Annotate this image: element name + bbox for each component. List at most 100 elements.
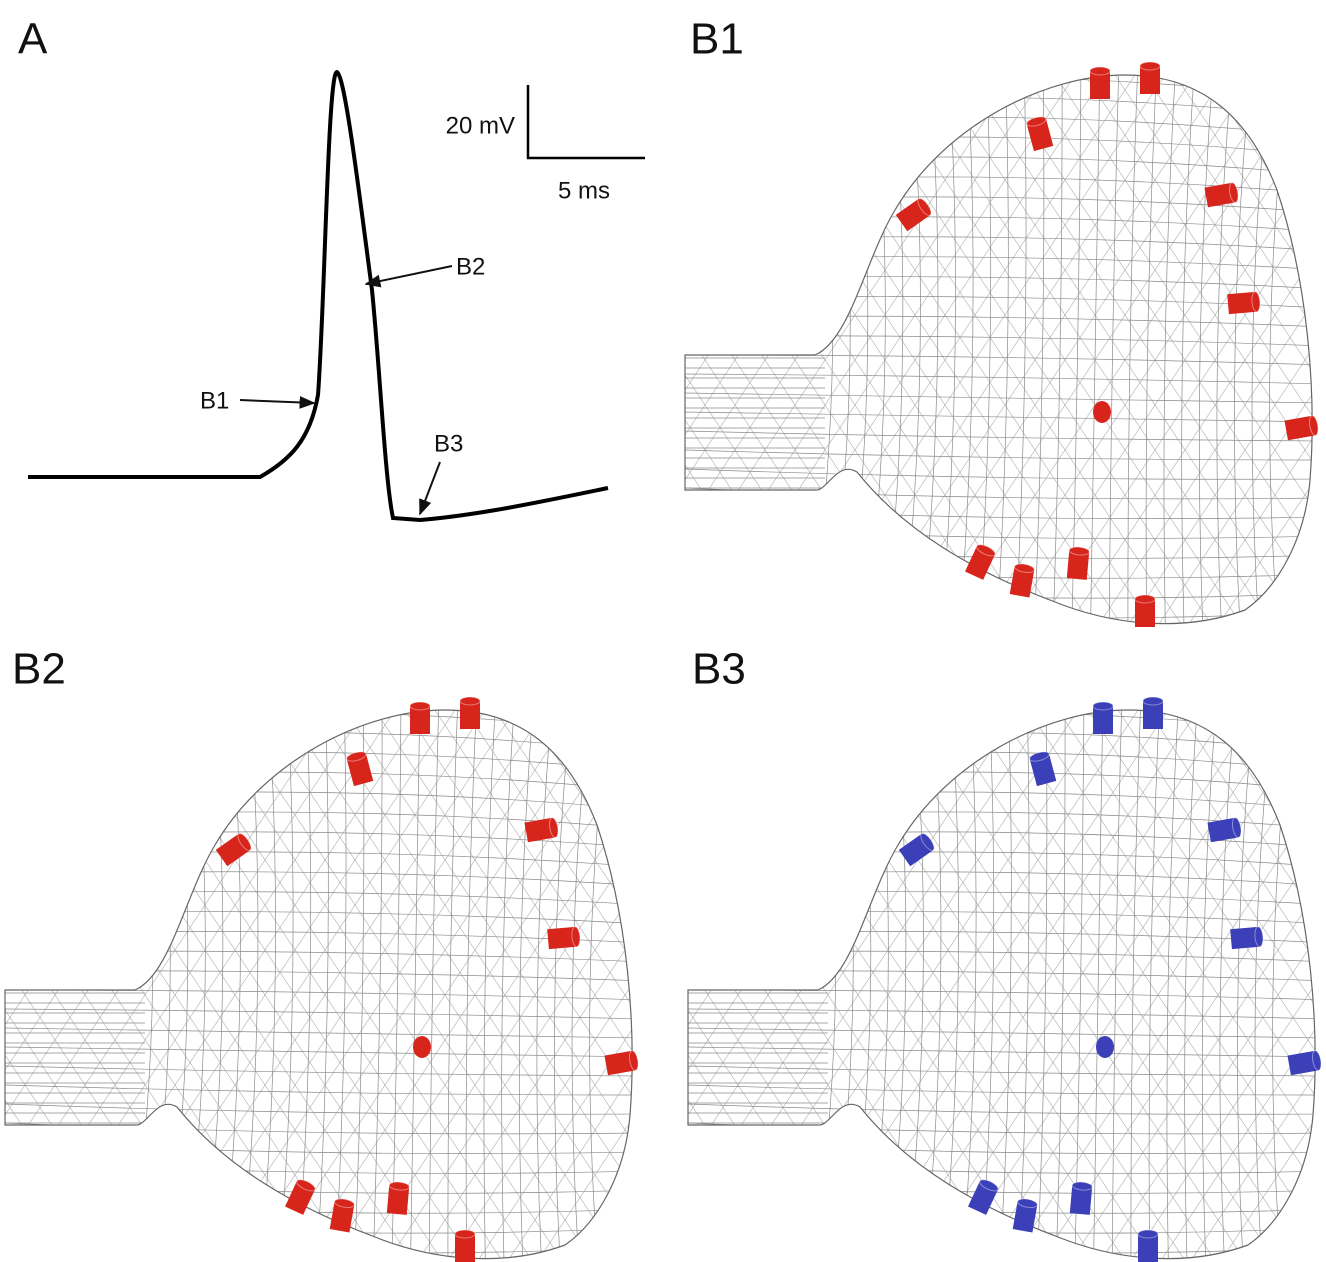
mesh-line <box>5 710 76 1259</box>
mesh-line <box>5 710 316 1259</box>
mesh-line <box>1134 75 1313 624</box>
mesh-line <box>5 1217 633 1234</box>
channel <box>1207 817 1242 843</box>
mesh-line <box>1014 75 1313 624</box>
mesh-line <box>5 710 16 1259</box>
mesh-line <box>1284 75 1313 624</box>
mesh-line <box>685 525 1313 539</box>
mesh-line <box>685 75 846 624</box>
mesh-line <box>685 430 1313 442</box>
channel-body <box>1066 550 1090 580</box>
mesh-line <box>688 950 1316 963</box>
soma-mesh <box>687 696 1322 1262</box>
mesh-line <box>685 75 1313 81</box>
mesh-line <box>184 710 586 1259</box>
mesh-line <box>1224 75 1313 624</box>
mesh-line <box>685 75 726 624</box>
mesh-line <box>314 710 329 1259</box>
mesh-line <box>175 60 575 660</box>
mesh-line <box>688 710 1029 1259</box>
mesh-line <box>5 791 633 811</box>
mesh-line <box>145 60 545 660</box>
channel <box>1089 66 1111 99</box>
channel <box>1009 563 1035 598</box>
mesh-line <box>145 60 545 660</box>
mesh-line <box>1104 75 1313 624</box>
mesh-line <box>688 710 1316 716</box>
channel <box>1092 701 1114 734</box>
mesh-line <box>1272 710 1294 1259</box>
channel-body <box>1227 291 1257 315</box>
channel-top <box>1068 546 1090 556</box>
channel-top <box>1228 182 1239 203</box>
mesh-line <box>34 710 436 1259</box>
mesh-line <box>1234 75 1253 624</box>
channel-body <box>1140 66 1160 94</box>
mesh-line <box>574 710 633 1259</box>
channel-top <box>1142 696 1164 706</box>
channel-top <box>1311 1050 1322 1071</box>
channel-body <box>386 1185 410 1215</box>
mesh-line <box>717 710 1119 1259</box>
mesh-line <box>235 60 635 660</box>
mesh-line <box>219 710 241 1259</box>
mesh-line <box>5 1179 633 1194</box>
channel <box>1012 1198 1038 1233</box>
mesh-line <box>5 710 106 1259</box>
mesh-line <box>1127 75 1139 624</box>
mesh-line <box>685 75 816 624</box>
mesh-line <box>685 582 1313 599</box>
mesh-line <box>987 710 1316 1259</box>
mesh-line <box>304 710 633 1259</box>
soma-outline <box>687 709 1316 1260</box>
mesh-line <box>1284 75 1313 624</box>
mesh-line <box>5 711 633 735</box>
mesh-line <box>1257 710 1316 1259</box>
mesh-line <box>5 710 256 1259</box>
mesh-line <box>685 75 726 624</box>
mesh-line <box>807 710 1209 1259</box>
mesh-line <box>688 710 819 1259</box>
mesh-line <box>1074 75 1313 624</box>
mesh-line <box>85 60 485 660</box>
mesh-line <box>5 710 46 1259</box>
mesh-line <box>685 136 1313 157</box>
mesh-line <box>688 911 1316 925</box>
channel-body <box>524 817 556 843</box>
channel <box>524 817 559 843</box>
mesh-line <box>5 710 256 1259</box>
mesh-line <box>807 710 1209 1259</box>
soma-outline <box>684 74 1313 625</box>
mesh-line <box>1107 710 1316 1259</box>
channel-top <box>409 701 431 711</box>
annotation: B3 <box>434 430 463 457</box>
mesh-line <box>257 710 276 1259</box>
channel-top <box>920 832 935 851</box>
annotation: B2 <box>456 253 485 280</box>
channel <box>1026 116 1054 152</box>
mesh-line <box>1184 710 1199 1259</box>
mesh-line <box>5 710 16 1259</box>
mesh-line <box>1167 710 1316 1259</box>
mesh-line <box>501 710 516 1259</box>
mesh-line <box>978 710 995 1259</box>
mesh-line <box>688 710 939 1259</box>
mesh-line <box>688 1065 1316 1077</box>
mesh-line <box>807 710 837 1259</box>
mesh-line <box>143 710 171 1259</box>
channel-body <box>1012 1201 1038 1233</box>
channel <box>1029 751 1057 787</box>
channel-body <box>1026 118 1054 152</box>
mesh-line <box>695 695 1095 1262</box>
mesh-line <box>777 710 1179 1259</box>
scale-time: 5 ms <box>558 177 610 204</box>
mesh-line <box>265 60 665 660</box>
mesh-line <box>688 710 819 1259</box>
mesh-line <box>685 373 1313 385</box>
mesh-line <box>688 931 1316 944</box>
mesh-line <box>574 710 633 1259</box>
mesh-line <box>665 695 1065 1262</box>
mesh-line <box>5 710 136 1259</box>
channel-top <box>628 1050 639 1071</box>
channel-body <box>1029 753 1057 787</box>
